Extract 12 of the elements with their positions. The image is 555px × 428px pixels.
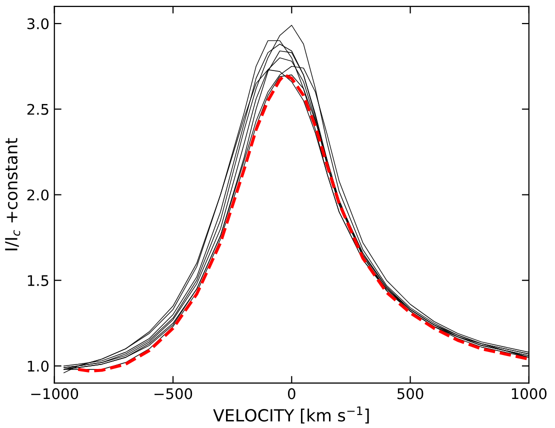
x-axis-title: VELOCITY [km s$^{−1}$] — [213, 406, 369, 424]
x-tick-label: 500 — [397, 388, 424, 400]
x-tick-label: 1000 — [512, 388, 547, 400]
x-tick-label: 0 — [288, 388, 296, 400]
y-tick-label: 3.0 — [27, 18, 49, 30]
y-tick-label: 1.5 — [28, 275, 48, 286]
y-tick-label: 2.5 — [27, 104, 48, 115]
x-tick-label: −1000 — [31, 388, 78, 400]
x-tick-label: −500 — [154, 388, 192, 400]
y-tick-label: 2.0 — [27, 189, 49, 200]
y-axis-title: I/I$_{c}$ +constant — [5, 138, 20, 250]
y-tick-label: 1.0 — [28, 360, 49, 372]
